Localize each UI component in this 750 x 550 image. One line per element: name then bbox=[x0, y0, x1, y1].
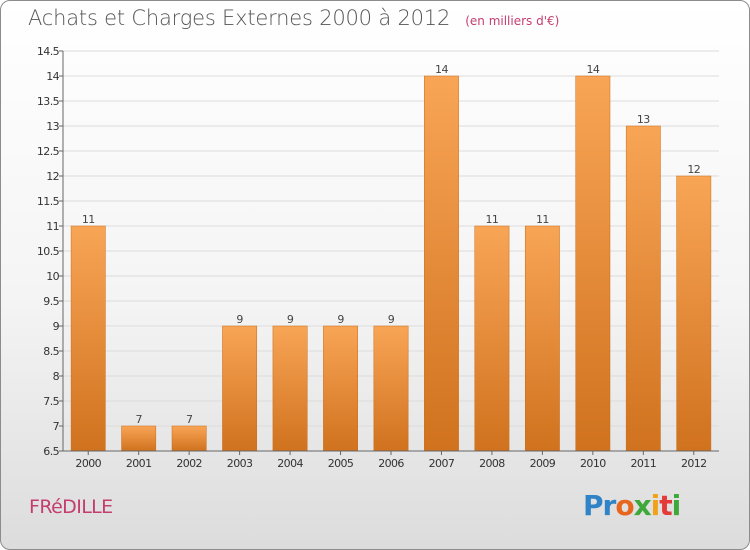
logo-letter: P bbox=[583, 489, 604, 522]
y-tick-label: 9.5 bbox=[43, 295, 59, 308]
data-label-2011: 13 bbox=[637, 113, 650, 126]
y-tick-label: 10.5 bbox=[37, 245, 60, 258]
bar-2011 bbox=[625, 125, 661, 452]
y-tick-label: 13.5 bbox=[37, 95, 60, 108]
bars bbox=[70, 75, 712, 452]
data-label-2000: 11 bbox=[82, 213, 95, 226]
y-tick-label: 11 bbox=[46, 220, 59, 233]
bar-2007 bbox=[424, 75, 459, 452]
x-tick-label: 2011 bbox=[631, 457, 657, 470]
title-row: Achats et Charges Externes 2000 à 2012 (… bbox=[28, 6, 559, 30]
x-tick-label: 2008 bbox=[479, 457, 505, 470]
axes bbox=[59, 50, 719, 455]
x-tick-label: 2006 bbox=[378, 457, 404, 470]
bar-2008 bbox=[474, 225, 510, 452]
x-tick-label: 2010 bbox=[580, 457, 606, 470]
y-tick-label: 11.5 bbox=[37, 195, 60, 208]
y-tick-label: 8 bbox=[53, 370, 60, 383]
data-label-2012: 12 bbox=[687, 163, 700, 176]
data-label-2008: 11 bbox=[486, 213, 499, 226]
y-tick-label: 6.5 bbox=[43, 445, 59, 458]
y-tick-label: 12.5 bbox=[37, 145, 60, 158]
bar-2004 bbox=[272, 325, 308, 452]
x-tick-label: 2007 bbox=[429, 457, 455, 470]
data-label-2002: 7 bbox=[186, 413, 193, 426]
logo-letter: i bbox=[650, 489, 661, 522]
y-tick-label: 13 bbox=[46, 120, 59, 133]
bar-2001 bbox=[121, 425, 157, 452]
y-tick-label: 12 bbox=[46, 170, 59, 183]
chart-title: Achats et Charges Externes 2000 à 2012 bbox=[28, 6, 451, 30]
y-tick-label: 10 bbox=[46, 270, 59, 283]
bar-2006 bbox=[373, 325, 409, 452]
logo-letter: o bbox=[615, 489, 634, 522]
y-tick-label: 8.5 bbox=[43, 345, 59, 358]
x-tick-label: 2012 bbox=[681, 457, 707, 470]
x-tick-label: 2002 bbox=[176, 457, 202, 470]
chart-unit: (en milliers d'€) bbox=[465, 14, 560, 28]
x-tick-label: 2000 bbox=[75, 457, 101, 470]
logo-letter: t bbox=[659, 489, 672, 522]
labels: 6.5 7 7.5 8 8.5 9 9.5 10 10.5 11 11.5 12 12.5 13 13.5 1… bbox=[37, 45, 707, 470]
x-tick-label: 2005 bbox=[328, 457, 354, 470]
x-tick-label: 2009 bbox=[530, 457, 556, 470]
data-label-2001: 7 bbox=[135, 413, 142, 426]
data-label-2010: 14 bbox=[586, 63, 599, 76]
y-tick-label: 14.5 bbox=[37, 45, 60, 58]
y-tick-label: 7.5 bbox=[43, 395, 59, 408]
data-label-2005: 9 bbox=[337, 313, 344, 326]
bar-2010 bbox=[575, 75, 611, 452]
x-tick-label: 2004 bbox=[277, 457, 303, 470]
commune-name: FRéDILLE bbox=[29, 496, 113, 518]
y-tick-label: 7 bbox=[53, 420, 60, 433]
bar-2002 bbox=[171, 425, 207, 452]
x-tick-label: 2001 bbox=[126, 457, 152, 470]
bar-2009 bbox=[524, 225, 560, 452]
bar-2003 bbox=[222, 325, 258, 452]
logo-letter: x bbox=[633, 489, 652, 522]
bar-2000 bbox=[70, 225, 106, 452]
proxiti-logo: Proxiti bbox=[583, 489, 682, 522]
data-label-2003: 9 bbox=[236, 313, 243, 326]
data-label-2004: 9 bbox=[287, 313, 294, 326]
data-label-2006: 9 bbox=[388, 313, 395, 326]
data-label-2007: 14 bbox=[435, 63, 448, 76]
logo-letter: i bbox=[671, 489, 682, 522]
logo-letter: r bbox=[602, 489, 617, 522]
x-tick-label: 2003 bbox=[227, 457, 253, 470]
y-tick-label: 9 bbox=[53, 320, 60, 333]
y-tick-label: 14 bbox=[46, 70, 59, 83]
data-label-2009: 11 bbox=[536, 213, 549, 226]
bar-2012 bbox=[676, 175, 712, 452]
bar-2005 bbox=[323, 325, 358, 452]
